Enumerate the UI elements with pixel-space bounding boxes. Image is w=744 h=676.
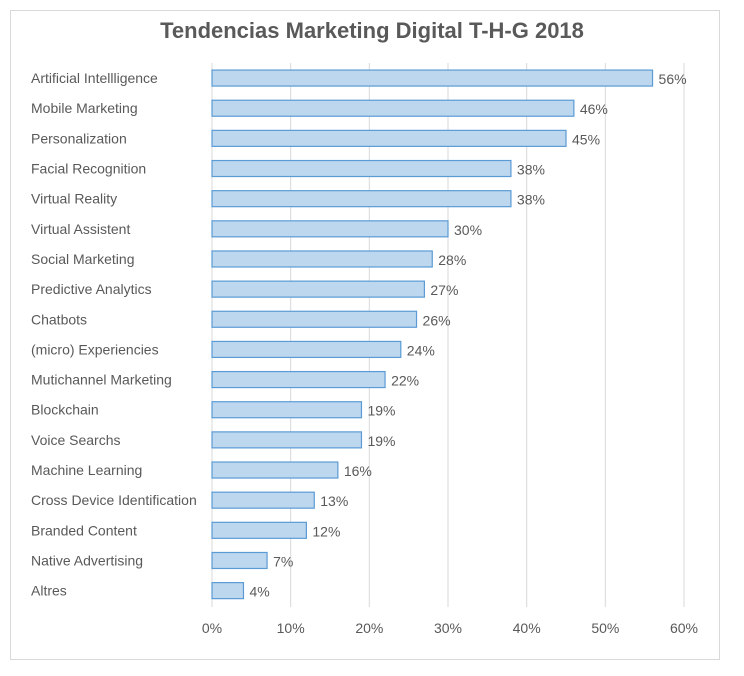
x-tick-label: 10% bbox=[277, 620, 305, 636]
category-label: Artificial Intellligence bbox=[31, 70, 158, 86]
category-label: Mobile Marketing bbox=[31, 100, 138, 116]
x-tick-label: 0% bbox=[202, 620, 222, 636]
bar bbox=[211, 220, 449, 238]
category-label: Voice Searchs bbox=[31, 432, 121, 448]
bar bbox=[211, 159, 512, 178]
category-label: (micro) Experiencies bbox=[31, 341, 159, 357]
value-label: 19% bbox=[367, 403, 395, 419]
bar bbox=[211, 491, 315, 509]
category-label: Virtual Reality bbox=[31, 191, 117, 207]
x-tick-label: 30% bbox=[434, 620, 462, 636]
value-label: 12% bbox=[312, 523, 340, 539]
bar bbox=[211, 401, 363, 419]
category-label: Branded Content bbox=[31, 522, 137, 538]
value-label: 38% bbox=[517, 162, 545, 178]
category-label: Personalization bbox=[31, 130, 127, 146]
bar bbox=[211, 250, 433, 268]
value-label: 19% bbox=[367, 433, 395, 449]
bar bbox=[211, 370, 386, 389]
category-label: Machine Learning bbox=[31, 462, 142, 478]
x-tick-label: 60% bbox=[670, 620, 698, 636]
category-label: Blockchain bbox=[31, 402, 99, 418]
bar bbox=[211, 99, 575, 117]
value-label: 38% bbox=[517, 192, 545, 208]
bar bbox=[211, 521, 308, 539]
category-label: Native Advertising bbox=[31, 552, 143, 568]
value-label: 13% bbox=[320, 493, 348, 509]
bar bbox=[211, 310, 418, 328]
value-label: 4% bbox=[249, 584, 269, 600]
bar bbox=[211, 129, 567, 147]
bar bbox=[211, 340, 402, 359]
value-label: 27% bbox=[430, 282, 458, 298]
x-tick-label: 20% bbox=[355, 620, 383, 636]
chart-title: Tendencias Marketing Digital T-H-G 2018 bbox=[160, 18, 584, 43]
value-label: 45% bbox=[572, 131, 600, 147]
value-label: 22% bbox=[391, 373, 419, 389]
bar bbox=[211, 280, 425, 298]
value-label: 26% bbox=[423, 312, 451, 328]
category-label: Predictive Analytics bbox=[31, 281, 152, 297]
category-label: Cross Device Identification bbox=[31, 492, 197, 508]
bar bbox=[211, 431, 363, 449]
value-label: 16% bbox=[344, 463, 372, 479]
category-label: Facial Recognition bbox=[31, 161, 146, 177]
value-label: 30% bbox=[454, 222, 482, 238]
value-label: 28% bbox=[438, 252, 466, 268]
value-label: 7% bbox=[273, 553, 293, 569]
bar bbox=[211, 551, 268, 570]
value-label: 46% bbox=[580, 101, 608, 117]
chart-frame bbox=[10, 10, 720, 660]
bar bbox=[211, 582, 245, 600]
x-tick-label: 40% bbox=[513, 620, 541, 636]
bar bbox=[211, 190, 512, 208]
value-label: 24% bbox=[407, 342, 435, 358]
category-label: Virtual Assistent bbox=[31, 221, 130, 237]
category-label: Chatbots bbox=[31, 311, 87, 327]
bar bbox=[211, 69, 654, 87]
value-label: 56% bbox=[659, 71, 687, 87]
category-label: Altres bbox=[31, 583, 67, 599]
category-label: Social Marketing bbox=[31, 251, 135, 267]
bar bbox=[211, 461, 339, 479]
category-label: Mutichannel Marketing bbox=[31, 372, 172, 388]
x-tick-label: 50% bbox=[591, 620, 619, 636]
